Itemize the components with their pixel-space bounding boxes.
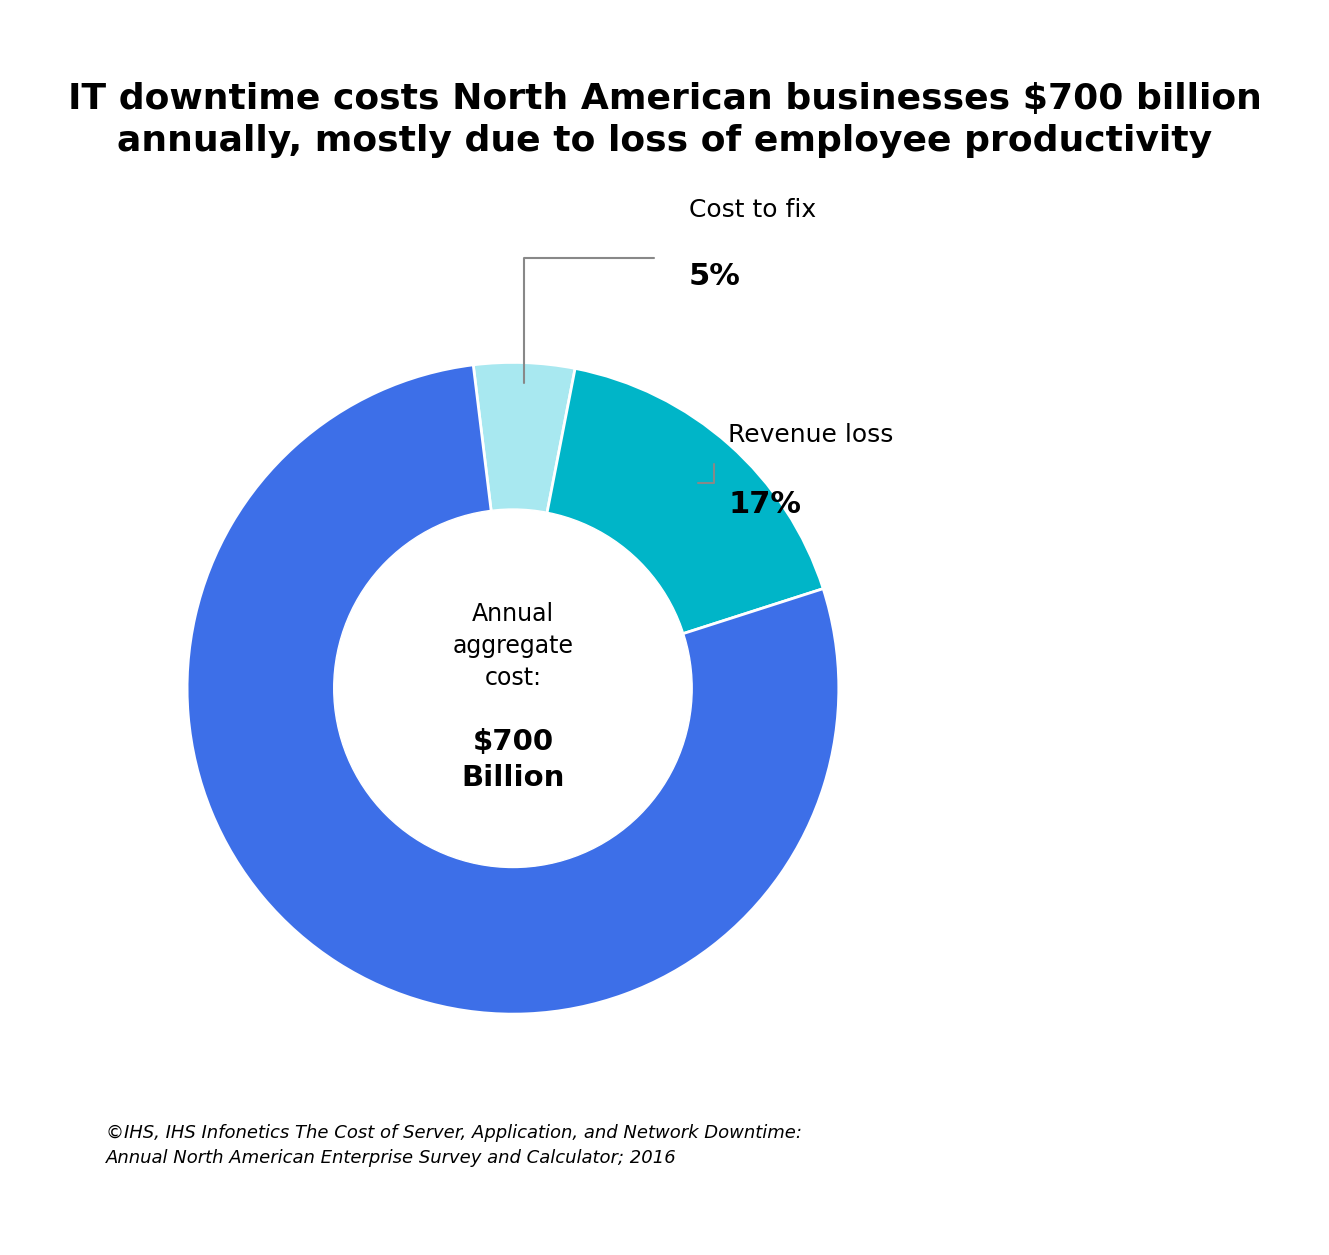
Text: 5%: 5%	[688, 262, 740, 291]
Wedge shape	[513, 369, 823, 688]
Wedge shape	[473, 363, 575, 688]
Circle shape	[334, 510, 692, 867]
Text: 17%: 17%	[728, 489, 801, 518]
Text: Cost to fix: Cost to fix	[688, 198, 816, 222]
Wedge shape	[187, 365, 839, 1014]
Text: Annual
aggregate
cost:: Annual aggregate cost:	[452, 602, 573, 689]
Text: Revenue loss: Revenue loss	[728, 423, 893, 447]
Text: $700
Billion: $700 Billion	[461, 728, 565, 792]
Text: IT downtime costs North American businesses $700 billion
annually, mostly due to: IT downtime costs North American busines…	[68, 82, 1261, 158]
Text: ©IHS, IHS Infonetics The Cost of Server, Application, and Network Downtime:
Annu: ©IHS, IHS Infonetics The Cost of Server,…	[106, 1124, 803, 1167]
